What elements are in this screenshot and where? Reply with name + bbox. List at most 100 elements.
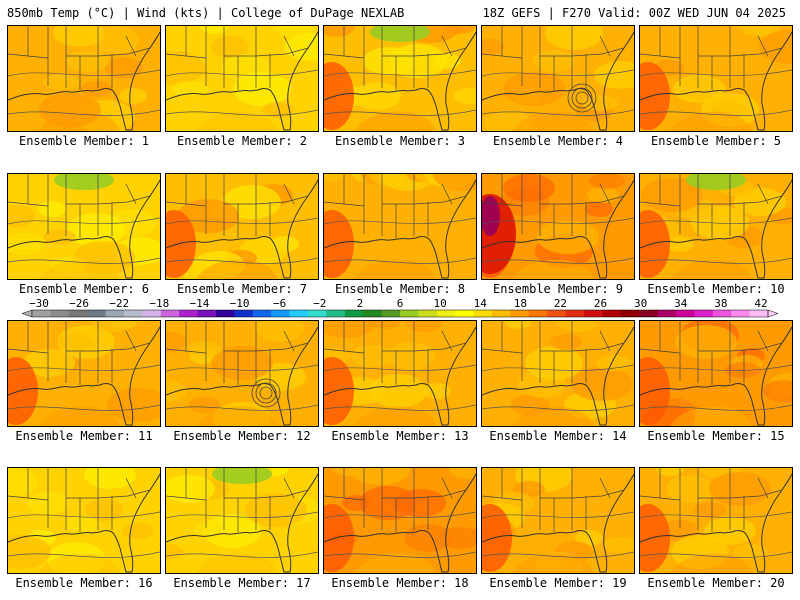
- ensemble-member-label: Ensemble Member: 17: [173, 576, 311, 590]
- ensemble-map-panel: [7, 173, 161, 280]
- temperature-field-map: [324, 468, 476, 573]
- colorbar-segment: [620, 310, 640, 317]
- ensemble-member-label: Ensemble Member: 4: [492, 134, 624, 148]
- colorbar-segment: [105, 310, 125, 317]
- temperature-colorbar: −30 −26 −22 −18 −14 −10 −6 −2 2 6 10 14 18 22 26 30 34 38…: [21, 298, 779, 318]
- colorbar-segment: [32, 310, 51, 317]
- ensemble-member-label: Ensemble Member: 7: [176, 282, 308, 296]
- colorbar-segment: [694, 310, 714, 317]
- ensemble-member-label: Ensemble Member: 9: [492, 282, 624, 296]
- temperature-field-map: [640, 26, 792, 131]
- ensemble-map-panel: [639, 173, 793, 280]
- temperature-field-map: [482, 468, 634, 573]
- ensemble-map-panel: [481, 467, 635, 574]
- colorbar-tick-label: −22: [109, 298, 129, 310]
- temperature-field-map: [166, 468, 318, 573]
- ensemble-map-panel: [481, 173, 635, 280]
- ensemble-map-panel: [165, 467, 319, 574]
- colorbar-tick-label: −14: [190, 298, 210, 310]
- ensemble-member-label: Ensemble Member: 12: [173, 429, 311, 443]
- temperature-field-map: [640, 321, 792, 426]
- ensemble-map-panel: [165, 173, 319, 280]
- colorbar-segment: [271, 310, 290, 317]
- colorbar-segment: [252, 310, 272, 317]
- colorbar-tick-label: 22: [554, 298, 567, 310]
- temperature-field-map: [324, 174, 476, 279]
- colorbar-tick-label: 42: [754, 298, 767, 310]
- colorbar-segment: [565, 310, 585, 317]
- ensemble-member-label: Ensemble Member: 1: [18, 134, 150, 148]
- temperature-field-map: [324, 321, 476, 426]
- ensemble-member-label: Ensemble Member: 10: [647, 282, 785, 296]
- temperature-field-map: [8, 26, 160, 131]
- colorbar-tick-label: 38: [714, 298, 727, 310]
- colorbar-segment: [510, 310, 530, 317]
- ensemble-map-panel: [481, 320, 635, 427]
- colorbar-segment: [584, 310, 603, 317]
- colorbar-tick-label: −6: [273, 298, 286, 310]
- temperature-field-map: [166, 321, 318, 426]
- ensemble-member-label: Ensemble Member: 8: [334, 282, 466, 296]
- temperature-field-map: [8, 321, 160, 426]
- colorbar-segment: [400, 310, 419, 317]
- temperature-field-map: [482, 174, 634, 279]
- colorbar-segment: [68, 310, 88, 317]
- ensemble-member-label: Ensemble Member: 18: [331, 576, 469, 590]
- temperature-field-map: [482, 321, 634, 426]
- colorbar-segment: [676, 310, 695, 317]
- ensemble-member-label: Ensemble Member: 3: [334, 134, 466, 148]
- colorbar-tick-label: 2: [357, 298, 364, 310]
- ensemble-map-panel: [639, 25, 793, 132]
- ensemble-map-panel: [7, 25, 161, 132]
- colorbar-segment: [179, 310, 198, 317]
- ensemble-map-panel: [323, 173, 477, 280]
- ensemble-member-label: Ensemble Member: 5: [650, 134, 782, 148]
- map-title: 850mb Temp (°C) | Wind (kts) | College o…: [7, 6, 405, 20]
- colorbar-tick-label: 14: [474, 298, 488, 310]
- ensemble-member-label: Ensemble Member: 13: [331, 429, 469, 443]
- colorbar-segment: [639, 310, 658, 317]
- colorbar-tick-label: −2: [313, 298, 326, 310]
- temperature-field-map: [166, 174, 318, 279]
- ensemble-member-label: Ensemble Member: 19: [489, 576, 627, 590]
- colorbar-segment: [749, 310, 769, 317]
- ensemble-member-label: Ensemble Member: 14: [489, 429, 627, 443]
- colorbar-tick-label: 34: [674, 298, 688, 310]
- ensemble-map-panel: [323, 467, 477, 574]
- colorbar-segment: [455, 310, 474, 317]
- colorbar-max-arrow: [767, 309, 779, 318]
- temperature-field-map: [482, 26, 634, 131]
- colorbar-tick-label: −10: [230, 298, 250, 310]
- colorbar-segment: [216, 310, 235, 317]
- ensemble-member-label: Ensemble Member: 2: [176, 134, 308, 148]
- temperature-field-map: [8, 468, 160, 573]
- temperature-field-map: [324, 26, 476, 131]
- colorbar-segment: [363, 310, 382, 317]
- colorbar-tick-label: 10: [433, 298, 446, 310]
- colorbar-segment: [197, 310, 217, 317]
- colorbar-tick-label: 6: [397, 298, 404, 310]
- colorbar-segment: [528, 310, 548, 317]
- ensemble-member-label: Ensemble Member: 15: [647, 429, 785, 443]
- colorbar-segment: [50, 310, 70, 317]
- ensemble-map-panel: [639, 467, 793, 574]
- colorbar-segment: [344, 310, 364, 317]
- colorbar-segment: [418, 310, 438, 317]
- colorbar-segment: [473, 310, 493, 317]
- ensemble-member-label: Ensemble Member: 16: [15, 576, 153, 590]
- colorbar-segment: [712, 310, 732, 317]
- temperature-field-map: [8, 174, 160, 279]
- ensemble-map-panel: [7, 467, 161, 574]
- colorbar-tick-label: 26: [594, 298, 607, 310]
- ensemble-map-panel: [481, 25, 635, 132]
- ensemble-map-panel: [639, 320, 793, 427]
- colorbar-tick-label: −18: [149, 298, 169, 310]
- colorbar-segment: [160, 310, 180, 317]
- colorbar-tick-label: −26: [69, 298, 89, 310]
- ensemble-member-label: Ensemble Member: 6: [18, 282, 150, 296]
- colorbar-min-arrow: [21, 309, 33, 318]
- temperature-field-map: [166, 26, 318, 131]
- colorbar-segment: [87, 310, 106, 317]
- colorbar-segment: [436, 310, 456, 317]
- colorbar-segment: [142, 310, 162, 317]
